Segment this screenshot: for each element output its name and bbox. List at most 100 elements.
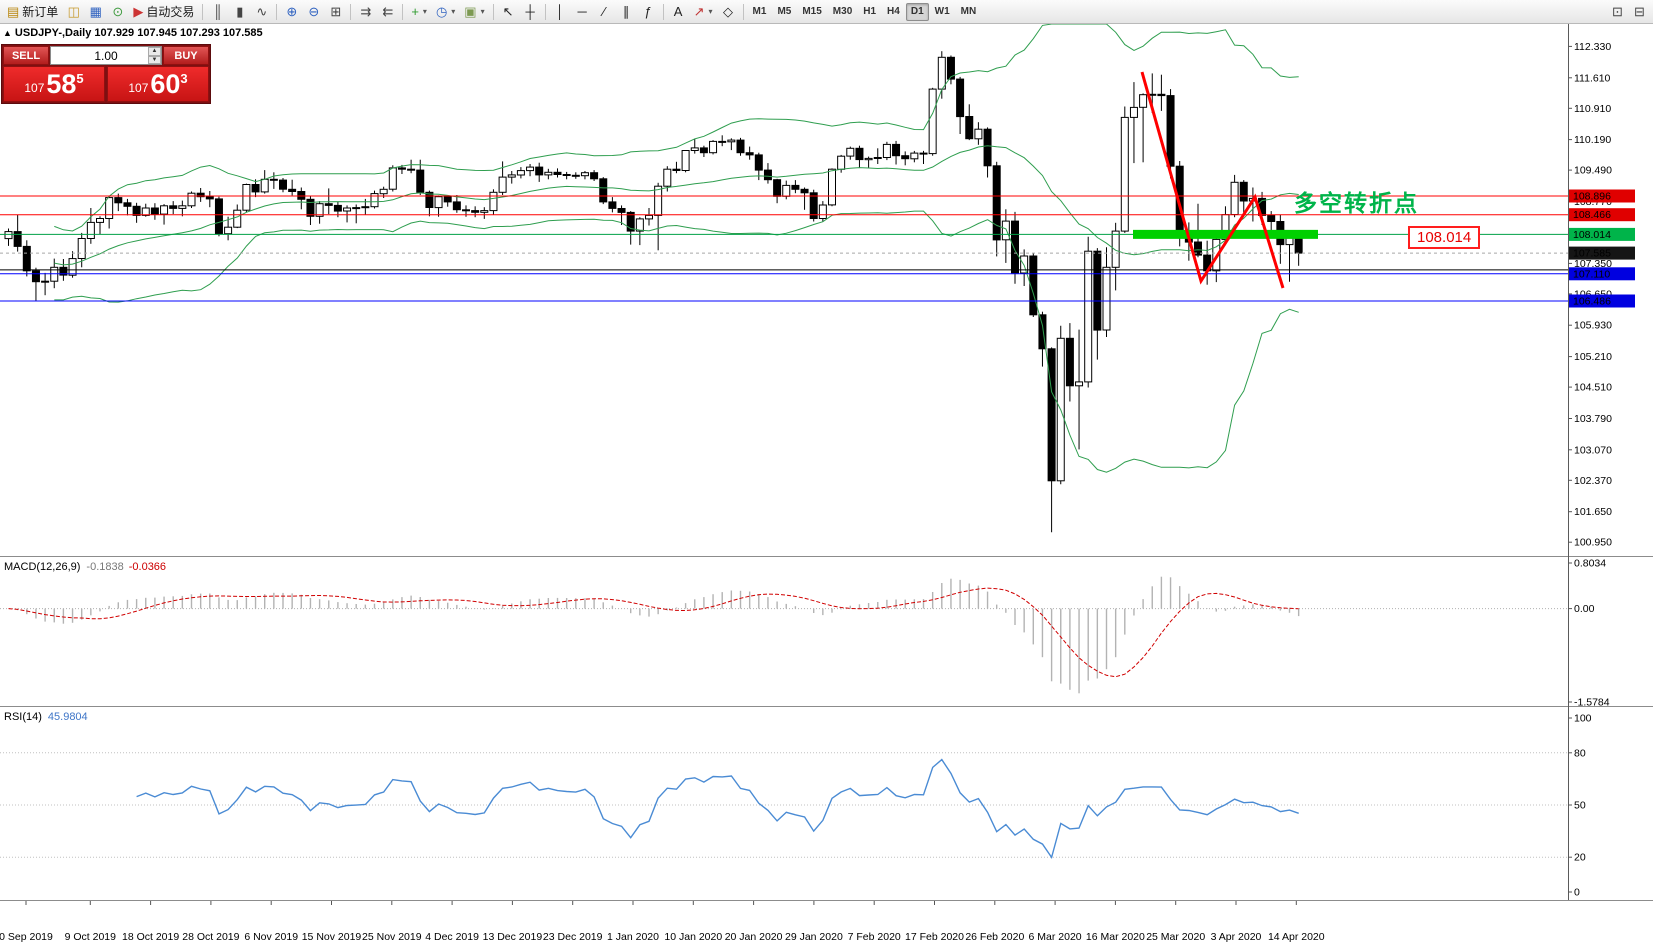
candles-layer (4, 51, 1303, 533)
bar-chart-icon[interactable]: ║ (207, 2, 228, 21)
arrows-icon: ↗ (693, 4, 705, 19)
text-icon[interactable]: A (668, 2, 689, 21)
crosshair-icon[interactable]: ┼ (520, 2, 541, 21)
arrows-icon[interactable]: ↗ ▾ (690, 2, 717, 21)
periods-icon[interactable]: ◷ ▾ (432, 2, 459, 21)
sell-button[interactable]: SELL (3, 46, 49, 65)
chart-shift-icon[interactable]: ⇇ (377, 2, 398, 21)
zoom-out-icon[interactable]: ⊖ (303, 2, 324, 21)
svg-text:107.110: 107.110 (1573, 268, 1610, 280)
chart-symbol-period: USDJPY-,Daily (14, 27, 92, 39)
sell-price-prefix: 107 (24, 81, 45, 95)
line-chart-icon[interactable]: ∿ (251, 2, 272, 21)
volume-up-button[interactable]: ▲ (148, 47, 161, 56)
indicators-icon[interactable]: + ▾ (407, 2, 431, 21)
auto-scroll-icon[interactable]: ⇉ (355, 2, 376, 21)
svg-text:80: 80 (1574, 747, 1586, 759)
zoom-in-icon[interactable]: ⊕ (281, 2, 302, 21)
templates-icon[interactable]: ▣ ▾ (460, 2, 488, 21)
horizontal-line-icon: ─ (577, 4, 587, 19)
panel-separators (0, 23, 1653, 901)
chevron-down-icon: ▾ (422, 7, 427, 16)
toolbar-separator (350, 3, 352, 20)
horizontal-line-icon[interactable]: ─ (572, 2, 593, 21)
shapes-icon[interactable]: ◇ (718, 2, 739, 21)
svg-text:107.585: 107.585 (1573, 248, 1611, 260)
timeframe-d1[interactable]: D1 (905, 2, 929, 21)
trendline-icon: ∕ (603, 4, 606, 19)
svg-text:17 Feb 2020: 17 Feb 2020 (905, 931, 964, 943)
new-order-icon: ▤ (7, 4, 20, 19)
window-list-icon: ⊟ (1634, 4, 1645, 19)
navigator-icon[interactable]: ⊙ (107, 2, 128, 21)
buy-price-button[interactable]: 107 60 3 (107, 66, 209, 102)
chart-annotation-text[interactable]: 多空转折点 (1294, 190, 1419, 216)
timeframe-m5[interactable]: M5 (772, 3, 796, 21)
trendline-icon[interactable]: ∕ (594, 2, 615, 21)
horizontal-lines (0, 195, 1568, 302)
svg-text:6 Mar 2020: 6 Mar 2020 (1029, 931, 1082, 943)
autotrading-button[interactable]: ▶ 自动交易 (129, 2, 198, 21)
tile-windows-icon: ⊞ (330, 4, 342, 19)
timeframe-m1[interactable]: M1 (748, 3, 772, 21)
svg-text:15 Nov 2019: 15 Nov 2019 (302, 931, 362, 943)
macd-panel: 0.8034 0.00 -1.5784 (0, 558, 1610, 709)
cursor-icon[interactable]: ↖ (498, 2, 519, 21)
toolbar-separator (662, 3, 664, 20)
market-watch-icon[interactable]: ▦ (85, 2, 106, 21)
fibonacci-icon[interactable]: ƒ (638, 2, 659, 21)
toolbar-separator (544, 3, 546, 20)
svg-text:16 Mar 2020: 16 Mar 2020 (1086, 931, 1145, 943)
svg-text:101.650: 101.650 (1574, 506, 1612, 518)
timeframe-mn[interactable]: MN (956, 3, 982, 21)
timeframe-h1[interactable]: H1 (858, 3, 881, 21)
volume-down-button[interactable]: ▼ (148, 55, 161, 64)
autotrading-button-label: 自动交易 (146, 5, 195, 19)
svg-text:103.070: 103.070 (1574, 444, 1612, 456)
timeframe-w1[interactable]: W1 (930, 3, 955, 21)
toolbar-separator (492, 3, 494, 20)
svg-text:50: 50 (1574, 800, 1586, 812)
macd-main-value: -0.1838 (86, 561, 124, 573)
svg-text:108.896: 108.896 (1573, 191, 1611, 203)
text-icon: A (673, 4, 683, 19)
rsi-panel: 100 80 50 20 0 (0, 713, 1592, 899)
svg-text:100: 100 (1574, 713, 1592, 725)
svg-text:0 Sep 2019: 0 Sep 2019 (0, 931, 53, 943)
timeframe-m15[interactable]: M15 (797, 3, 826, 21)
vertical-line-icon[interactable]: │ (550, 2, 571, 21)
svg-text:103.790: 103.790 (1574, 413, 1612, 425)
timeframe-h4[interactable]: H4 (882, 3, 905, 21)
svg-text:18 Oct 2019: 18 Oct 2019 (122, 931, 179, 943)
chart-window-icon[interactable]: ◫ (63, 2, 84, 21)
one-click-toggle-icon[interactable]: ▲ (3, 28, 12, 38)
tile-windows-icon[interactable]: ⊞ (325, 2, 346, 21)
channel-icon: ∥ (622, 4, 630, 19)
one-click-trading-panel: SELL 1.00 ▲ ▼ BUY 107 58 5 107 60 3 (1, 44, 211, 104)
window-list-icon[interactable]: ⊟ (1629, 2, 1650, 21)
candlestick-chart-icon[interactable]: ▮ (229, 2, 250, 21)
templates-icon: ▣ (464, 4, 477, 19)
svg-text:29 Jan 2020: 29 Jan 2020 (785, 931, 843, 943)
rsi-value: 45.9804 (47, 711, 88, 723)
svg-text:105.210: 105.210 (1574, 351, 1612, 363)
sell-price-button[interactable]: 107 58 5 (3, 66, 105, 102)
level-price-label[interactable]: 108.014 (1408, 226, 1481, 249)
channel-icon[interactable]: ∥ (616, 2, 637, 21)
volume-field[interactable]: 1.00 ▲ ▼ (50, 46, 162, 65)
new-window-icon[interactable]: ⊡ (1607, 2, 1628, 21)
crosshair-icon: ┼ (525, 4, 535, 19)
market-watch-icon: ▦ (89, 4, 102, 19)
candlestick-chart-icon: ▮ (236, 4, 244, 19)
toolbar-separator (202, 3, 204, 20)
buy-button[interactable]: BUY (163, 46, 209, 65)
svg-text:112.330: 112.330 (1574, 41, 1611, 53)
macd-indicator-label: MACD(12,26,9) -0.1838 -0.0366 (4, 561, 166, 573)
chevron-down-icon: ▾ (708, 7, 713, 16)
svg-text:110.190: 110.190 (1574, 134, 1611, 146)
timeframe-m30[interactable]: M30 (828, 3, 857, 21)
new-order-button[interactable]: ▤ 新订单 (3, 2, 62, 21)
svg-text:6 Nov 2019: 6 Nov 2019 (244, 931, 298, 943)
